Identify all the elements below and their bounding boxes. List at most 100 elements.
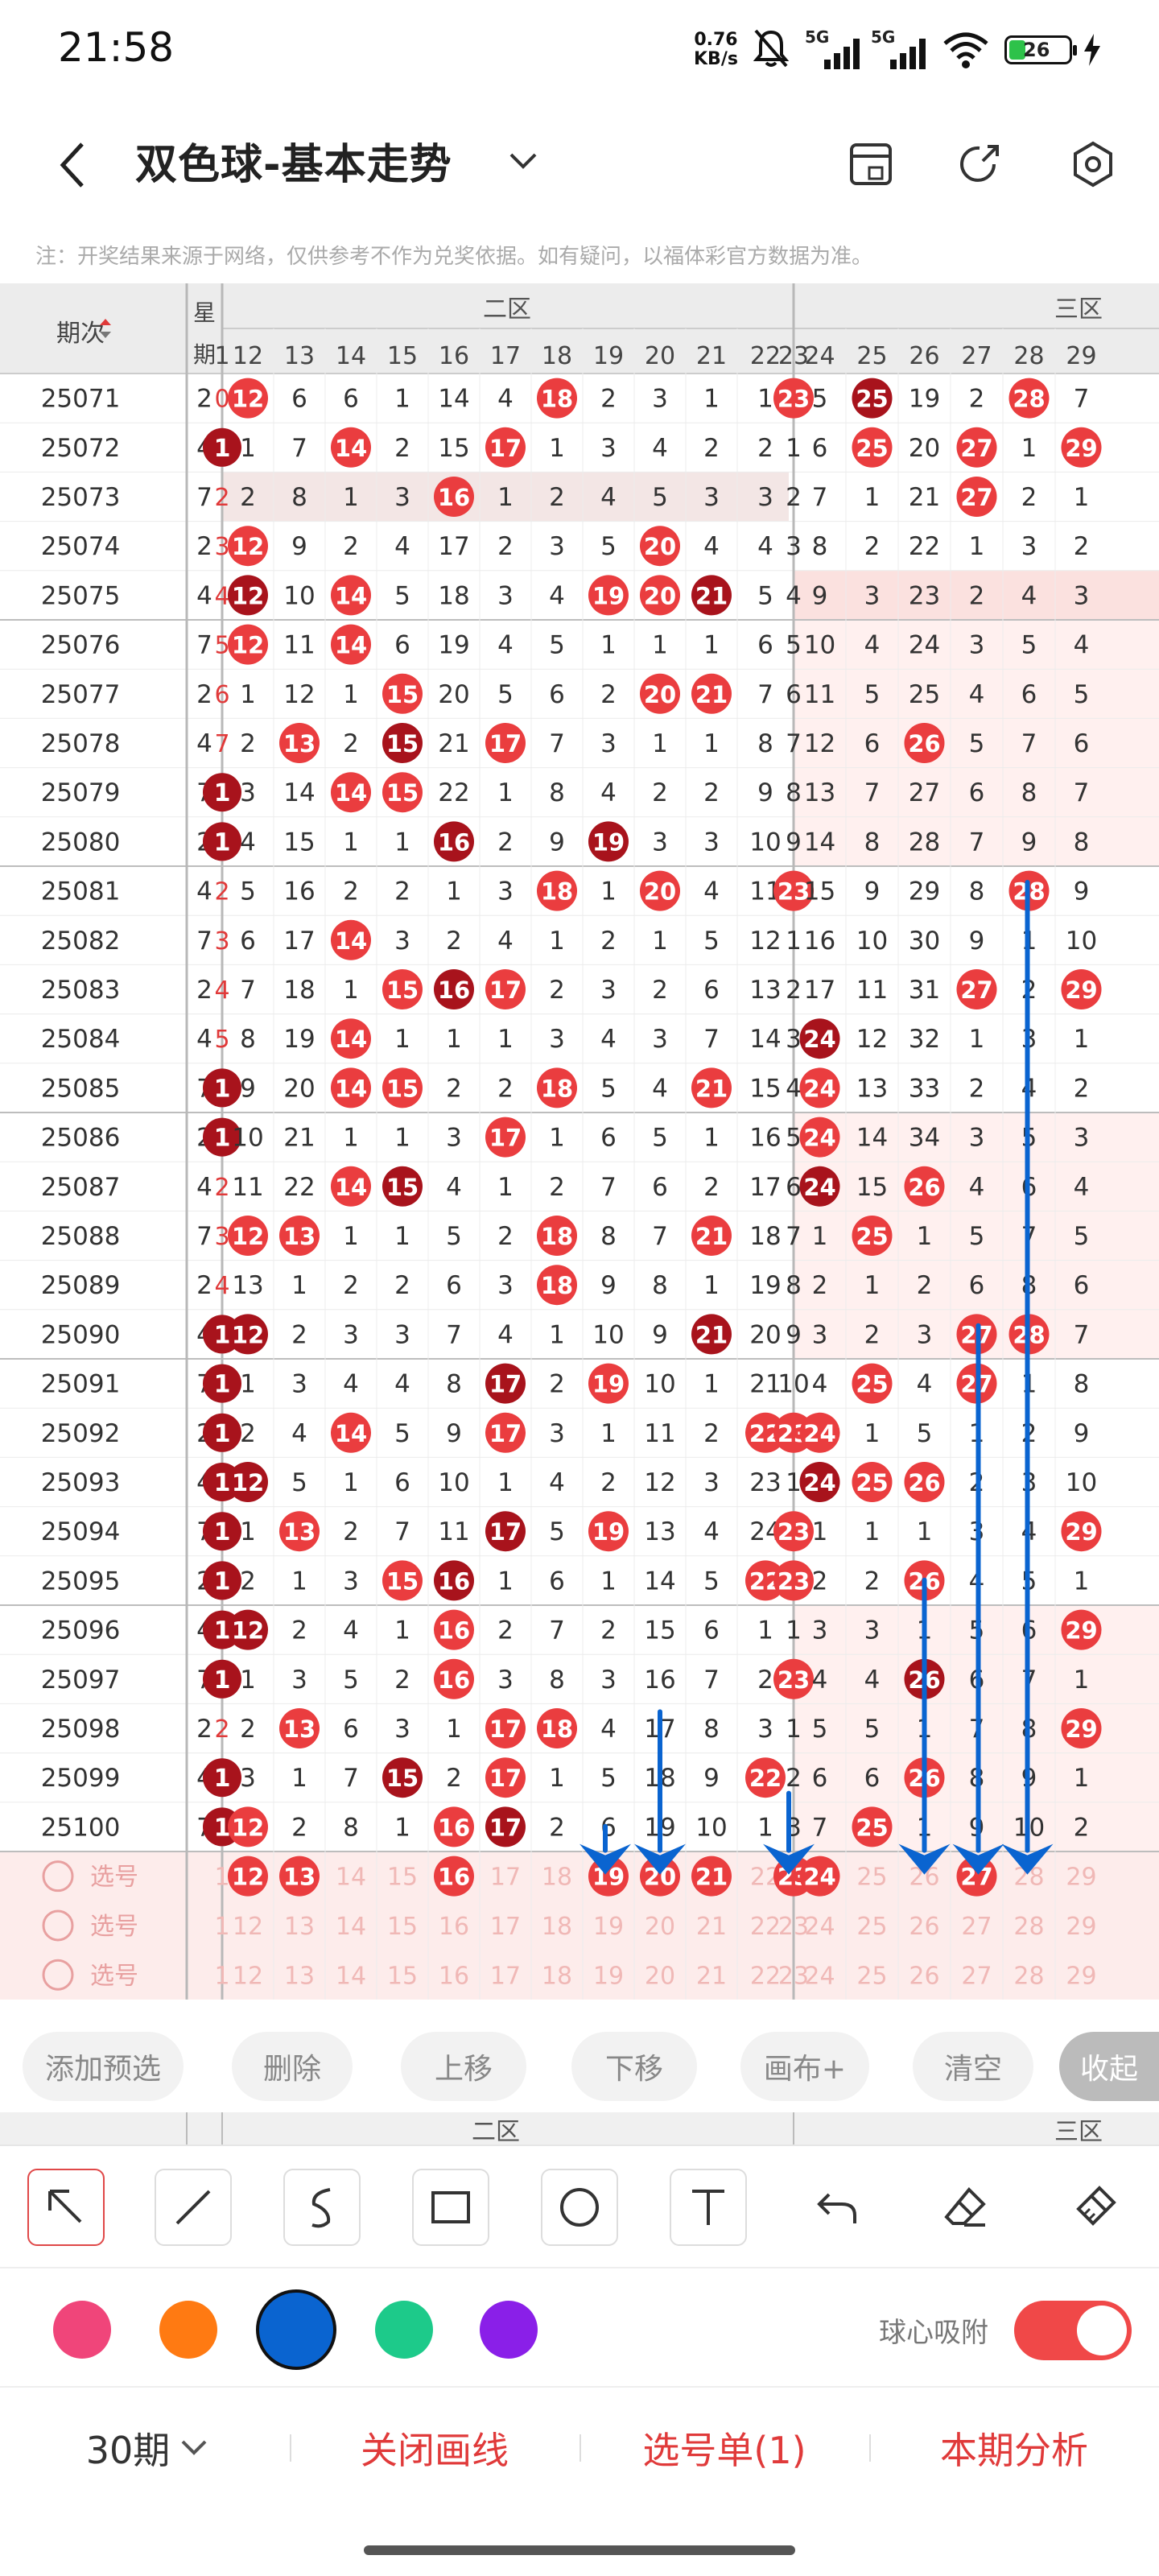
omit-cell: 2 — [343, 532, 359, 561]
omit-cell: 28 — [909, 828, 940, 857]
color-swatch-green[interactable] — [375, 2301, 433, 2359]
clear-button[interactable]: 清空 — [913, 2032, 1033, 2101]
line-tool-button[interactable] — [155, 2169, 232, 2246]
omit-cell: 1 — [549, 1124, 565, 1153]
back-button[interactable] — [48, 133, 97, 197]
circle-tool-button[interactable] — [541, 2169, 618, 2246]
omit-cell: 2 — [1074, 532, 1090, 561]
number-ball — [485, 1363, 526, 1404]
picked-ball-text: 24 — [803, 1864, 835, 1891]
number-ball-text: 1 — [214, 1371, 231, 1399]
omit-cell: 8 — [240, 1025, 256, 1054]
share-button[interactable] — [946, 130, 1013, 198]
omit-cell: 11 — [232, 1173, 263, 1202]
number-ball — [203, 1117, 241, 1157]
number-ball — [537, 1216, 577, 1256]
omit-cell: 6 — [394, 631, 410, 660]
omit-cell: 4 — [703, 877, 720, 906]
number-ball — [485, 1412, 526, 1453]
delete-button[interactable]: 删除 — [232, 2032, 353, 2101]
collapse-button[interactable]: 收起 — [1059, 2032, 1159, 2101]
text-tool-button[interactable] — [670, 2169, 747, 2246]
number-ball — [331, 772, 371, 813]
eraser-button[interactable] — [927, 2169, 1004, 2246]
number-ball-text: 1 — [214, 1518, 231, 1546]
omit-cell: 13 — [856, 1074, 888, 1103]
undo-icon — [817, 2193, 856, 2223]
undo-button[interactable] — [798, 2169, 876, 2246]
color-swatch-orange[interactable] — [159, 2301, 217, 2359]
rect-tool-button[interactable] — [412, 2169, 489, 2246]
page-title[interactable]: 双色球-基本走势 — [135, 141, 452, 189]
omit-cell: 1 — [549, 927, 565, 956]
omit-cell: 1 — [240, 434, 256, 463]
omit-cell: 5 — [600, 532, 617, 561]
omit-cell: 3 — [786, 532, 802, 561]
period-cell: 25097 — [41, 1666, 121, 1695]
picked-ball — [691, 1856, 732, 1897]
omit-cell: 3 — [703, 828, 720, 857]
omit-cell: 3 — [703, 1468, 720, 1497]
omit-cell: 1 — [1074, 1567, 1090, 1596]
omit-cell: 14 — [283, 778, 315, 807]
color-swatch-blue[interactable] — [256, 2289, 336, 2370]
period-cell: 25076 — [41, 631, 121, 660]
number-ball — [799, 1462, 840, 1502]
number-ball — [485, 969, 526, 1009]
omit-cell: 13 — [232, 1271, 263, 1300]
number-ball — [904, 723, 945, 763]
pick-list-button[interactable]: 选号单(1) — [642, 2429, 806, 2472]
number-ball — [956, 477, 997, 517]
omit-cell: 9 — [240, 1074, 256, 1103]
curve-tool-button[interactable] — [283, 2169, 361, 2246]
period-cell: 25100 — [41, 1813, 121, 1842]
nav-separator — [869, 2434, 871, 2462]
settings-button[interactable] — [1059, 130, 1127, 198]
omit-cell: 10 — [232, 1124, 263, 1153]
omit-cell: 5 — [703, 1567, 720, 1596]
omit-cell: 7 — [1021, 729, 1037, 758]
select-tool-button[interactable] — [27, 2169, 105, 2246]
omit-cell: 1 — [864, 1271, 881, 1300]
number-ball — [382, 1560, 423, 1601]
snap-toggle[interactable] — [1014, 2301, 1132, 2360]
omit-cell: 9 — [703, 1764, 720, 1793]
color-swatch-pink[interactable] — [53, 2301, 111, 2359]
device-button[interactable] — [837, 130, 905, 198]
omit-cell: 6 — [600, 1124, 617, 1153]
omit-cell: 2 — [214, 1174, 229, 1202]
period-select[interactable]: 30期 — [32, 2388, 266, 2508]
number-ball-text: 23 — [777, 1567, 810, 1595]
number-ball — [904, 1462, 945, 1502]
omit-cell: 2 — [291, 1320, 307, 1349]
color-swatch-purple[interactable] — [480, 2301, 538, 2359]
omit-cell: 20 — [909, 434, 940, 463]
number-ball-text: 20 — [644, 878, 676, 906]
number-ball-text: 25 — [856, 1469, 888, 1496]
omit-cell: 2 — [446, 1764, 462, 1793]
period-cell: 25095 — [41, 1567, 121, 1596]
add-preselect-button[interactable]: 添加预选 — [23, 2032, 184, 2101]
number-ball-text: 16 — [438, 1617, 470, 1645]
omit-cell: 7 — [864, 778, 881, 807]
period-cell: 25096 — [41, 1616, 121, 1645]
omit-cell: 3 — [600, 1666, 617, 1695]
move-up-button[interactable]: 上移 — [401, 2032, 526, 2101]
close-draw-button[interactable]: 关闭画线 — [361, 2429, 509, 2472]
clear-drawing-button[interactable] — [1056, 2169, 1133, 2246]
period-cell: 25082 — [41, 927, 121, 956]
pick-cell: 15 — [387, 1913, 418, 1941]
canvas-add-button[interactable]: 画布+ — [740, 2032, 869, 2101]
omit-cell: 2 — [969, 1074, 985, 1103]
omit-cell: 10 — [1066, 927, 1097, 956]
number-ball-text: 1 — [214, 1814, 231, 1842]
period-select-label: 30期 — [85, 2429, 171, 2472]
omit-cell: 34 — [909, 1124, 940, 1153]
chevron-down-icon[interactable] — [503, 141, 543, 181]
omit-cell: 2 — [497, 828, 514, 857]
analysis-button[interactable]: 本期分析 — [940, 2429, 1088, 2472]
number-ball-text: 24 — [803, 1125, 835, 1152]
number-ball — [382, 1757, 423, 1798]
move-down-button[interactable]: 下移 — [571, 2032, 697, 2101]
